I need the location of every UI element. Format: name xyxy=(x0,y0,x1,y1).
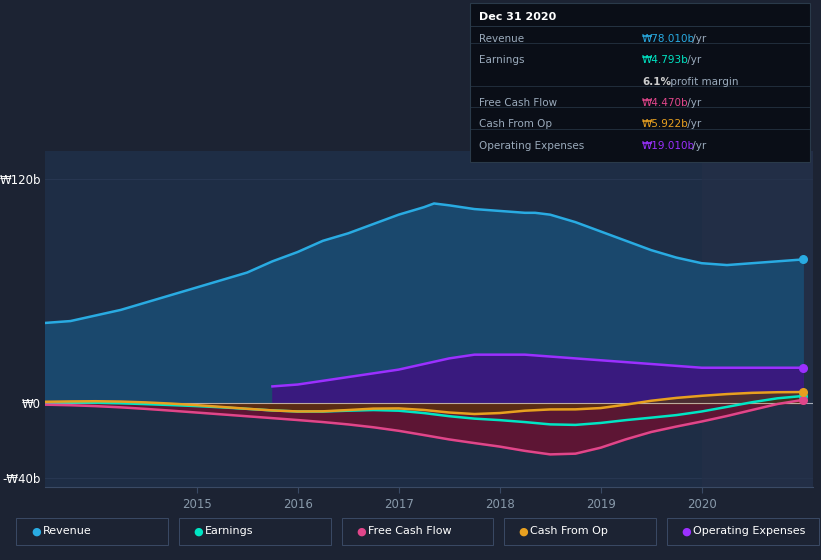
Text: Cash From Op: Cash From Op xyxy=(530,526,608,536)
Point xyxy=(796,363,810,372)
Text: Earnings: Earnings xyxy=(479,55,525,66)
Text: /yr: /yr xyxy=(684,98,701,108)
Text: ₩78.010b: ₩78.010b xyxy=(642,34,695,44)
Text: ₩4.470b: ₩4.470b xyxy=(642,98,689,108)
Text: Cash From Op: Cash From Op xyxy=(479,119,553,129)
Text: Free Cash Flow: Free Cash Flow xyxy=(368,526,452,536)
Text: Operating Expenses: Operating Expenses xyxy=(479,141,585,151)
Text: ●: ● xyxy=(356,526,366,536)
Text: /yr: /yr xyxy=(689,34,706,44)
Text: Operating Expenses: Operating Expenses xyxy=(693,526,805,536)
Text: Earnings: Earnings xyxy=(205,526,254,536)
Text: Revenue: Revenue xyxy=(43,526,91,536)
Text: Revenue: Revenue xyxy=(479,34,525,44)
Text: ●: ● xyxy=(194,526,204,536)
Text: /yr: /yr xyxy=(684,119,701,129)
Text: ₩5.922b: ₩5.922b xyxy=(642,119,689,129)
Text: profit margin: profit margin xyxy=(667,77,738,87)
Text: ₩4.793b: ₩4.793b xyxy=(642,55,689,66)
Point xyxy=(796,395,810,404)
Point xyxy=(796,255,810,264)
Text: Dec 31 2020: Dec 31 2020 xyxy=(479,12,557,22)
Text: ₩19.010b: ₩19.010b xyxy=(642,141,695,151)
Text: 6.1%: 6.1% xyxy=(642,77,671,87)
Point xyxy=(796,391,810,400)
Bar xyxy=(702,151,818,487)
Text: ●: ● xyxy=(31,526,41,536)
Point xyxy=(796,388,810,396)
Text: ●: ● xyxy=(519,526,529,536)
Text: /yr: /yr xyxy=(684,55,701,66)
Text: Free Cash Flow: Free Cash Flow xyxy=(479,98,557,108)
Text: /yr: /yr xyxy=(689,141,706,151)
Text: ●: ● xyxy=(681,526,691,536)
